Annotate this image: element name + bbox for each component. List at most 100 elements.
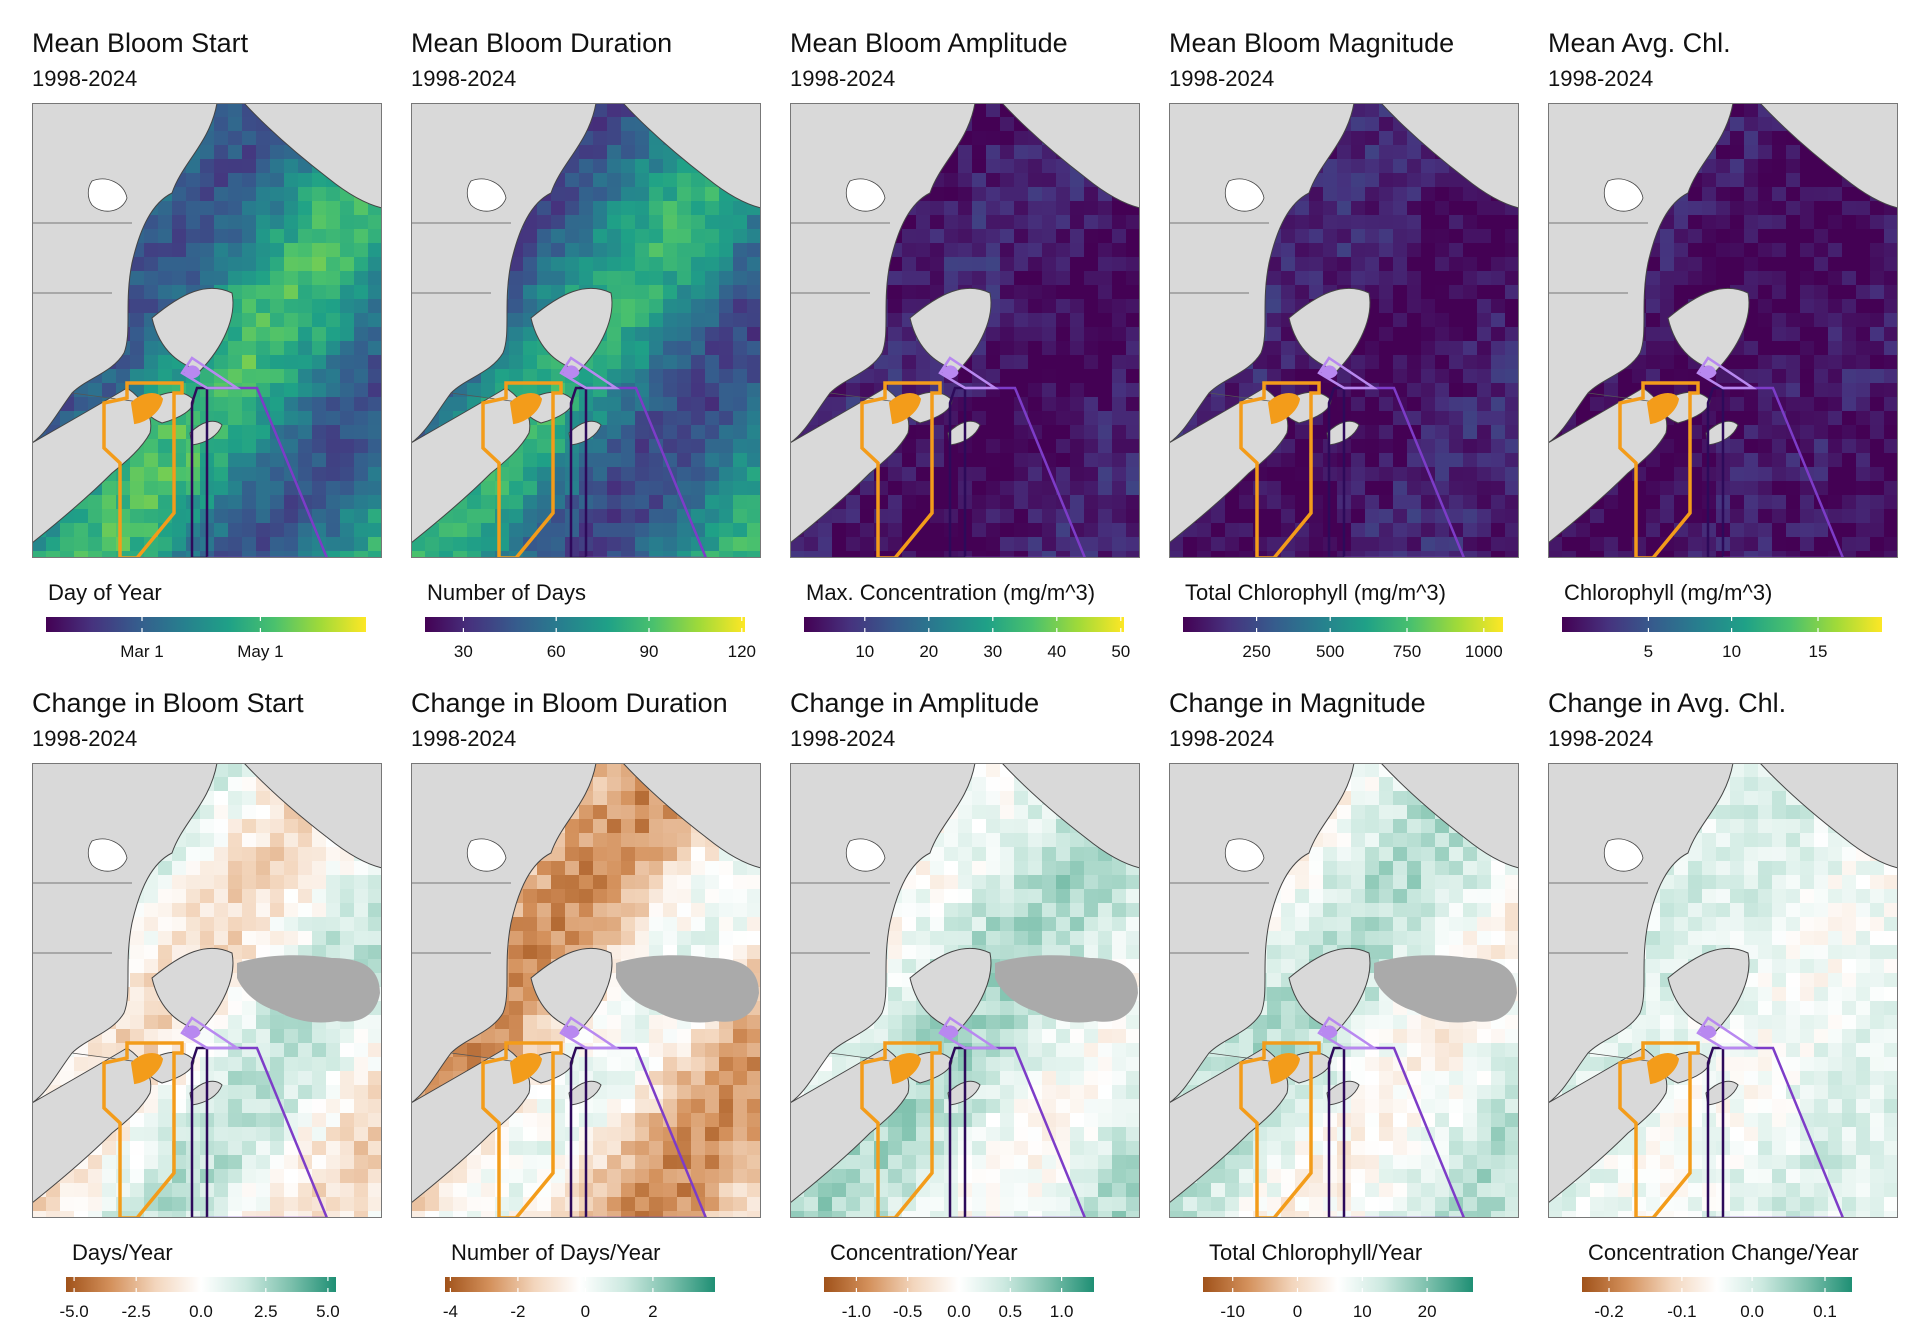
panel-subtitle: 1998-2024 xyxy=(1548,726,1654,751)
map-canvas xyxy=(32,763,382,1218)
panel-title: Change in Amplitude xyxy=(790,688,1040,718)
legend-tick-label: 0.0 xyxy=(1740,1302,1764,1321)
map-view xyxy=(1169,103,1519,558)
panel-subtitle: 1998-2024 xyxy=(411,726,517,751)
legend-tick-label: May 1 xyxy=(237,642,284,661)
legend-title: Concentration Change/Year xyxy=(1588,1240,1859,1265)
legend-tick-label: 750 xyxy=(1392,642,1422,661)
map-panel: Change in Bloom Duration 1998-2024 Number … xyxy=(411,688,791,1328)
map-view xyxy=(411,103,761,558)
legend-tick-label: 20 xyxy=(919,642,939,661)
map-view xyxy=(790,103,1140,558)
land-mask xyxy=(411,103,761,544)
map-view xyxy=(1548,763,1898,1218)
legend-tick-label: 15 xyxy=(1808,642,1828,661)
legend-tick-label: -0.2 xyxy=(1594,1302,1624,1321)
panel-title: Change in Bloom Start xyxy=(32,688,304,718)
map-canvas xyxy=(790,103,1140,558)
map-canvas xyxy=(411,103,761,558)
map-panel: Mean Bloom Magnitude 1998-2024 Total Chlor… xyxy=(1169,28,1549,668)
map-view xyxy=(411,763,761,1218)
map-canvas xyxy=(32,103,382,558)
color-legend: Days/Year -5.0 -2.5 0.0 2.5 5.0 xyxy=(32,1240,412,1330)
legend-tick-label: 1.0 xyxy=(1049,1302,1074,1321)
legend-tick-label: -2.5 xyxy=(121,1302,151,1321)
color-legend: Day of Year Mar 1 May 1 xyxy=(32,580,412,670)
legend-tick-label: 0.1 xyxy=(1813,1302,1837,1321)
legend-tick-label: 10 xyxy=(855,642,875,661)
legend-tick-label: -1.0 xyxy=(841,1302,872,1321)
land-mask xyxy=(1169,763,1519,1204)
region-outlines xyxy=(1618,1016,1845,1218)
legend-tick-label: -0.1 xyxy=(1667,1302,1697,1321)
map-view xyxy=(32,103,382,558)
legend-tick-label: Mar 1 xyxy=(120,642,164,661)
legend-tick-label: -5.0 xyxy=(59,1302,89,1321)
legend-tick-label: 60 xyxy=(546,642,566,661)
color-legend: Chlorophyll (mg/m^3) 5 10 15 xyxy=(1548,580,1920,670)
colorbar xyxy=(1183,617,1503,632)
land-mask xyxy=(32,763,382,1204)
map-panel: Change in Bloom Start 1998-2024 Days/Year -… xyxy=(32,688,412,1328)
legend-tick-label: 0 xyxy=(580,1302,591,1321)
region-outlines xyxy=(481,356,708,558)
panel-title: Mean Bloom Duration xyxy=(411,28,673,58)
legend-tick-label: 40 xyxy=(1047,642,1067,661)
legend-title: Concentration/Year xyxy=(830,1240,1018,1265)
color-legend: Total Chlorophyll/Year -10 0 10 20 xyxy=(1169,1240,1549,1330)
land-mask xyxy=(1169,103,1519,544)
region-outlines xyxy=(1239,356,1466,558)
legend-tick-label: 5 xyxy=(1643,642,1654,661)
color-legend: Max. Concentration (mg/m^3) 10 20 30 40 50 xyxy=(790,580,1170,670)
map-view xyxy=(790,763,1140,1218)
panel-title: Mean Bloom Amplitude xyxy=(790,28,1068,58)
colorbar xyxy=(66,1277,336,1292)
colorbar xyxy=(425,617,745,632)
legend-tick-label: 2 xyxy=(648,1302,658,1321)
no-data-area xyxy=(237,955,380,1023)
map-view xyxy=(1548,103,1898,558)
legend-title: Total Chlorophyll (mg/m^3) xyxy=(1185,580,1446,605)
colorbar xyxy=(1582,1277,1852,1292)
legend-tick-label: 1000 xyxy=(1464,642,1503,661)
colorbar xyxy=(1203,1277,1473,1292)
legend-title: Number of Days xyxy=(427,580,586,605)
region-outlines xyxy=(1618,356,1845,558)
legend-tick-label: 0.0 xyxy=(189,1302,213,1321)
legend-tick-label: 0 xyxy=(1292,1302,1303,1321)
map-panel: Mean Bloom Amplitude 1998-2024 Max. Concen… xyxy=(790,28,1170,668)
colorbar xyxy=(445,1277,715,1292)
panel-title: Change in Magnitude xyxy=(1169,688,1426,718)
legend-tick-label: -2 xyxy=(510,1302,526,1321)
legend-tick-label: 30 xyxy=(983,642,1003,661)
region-outlines xyxy=(481,1016,708,1218)
region-outlines xyxy=(860,356,1087,558)
land-mask xyxy=(1548,763,1898,1204)
map-panel: Change in Avg. Chl. 1998-2024 Concentratio… xyxy=(1548,688,1920,1328)
legend-tick-label: -10 xyxy=(1220,1302,1245,1321)
region-outlines xyxy=(102,356,329,558)
map-canvas xyxy=(790,763,1140,1218)
color-legend: Total Chlorophyll (mg/m^3) 250 500 750 1000 xyxy=(1169,580,1549,670)
map-canvas xyxy=(1169,103,1519,558)
legend-tick-label: 30 xyxy=(453,642,473,661)
legend-tick-label: 90 xyxy=(639,642,659,661)
region-outlines xyxy=(860,1016,1087,1218)
legend-title: Days/Year xyxy=(72,1240,173,1265)
map-canvas xyxy=(1169,763,1519,1218)
no-data-area xyxy=(616,955,759,1023)
panel-title: Mean Avg. Chl. xyxy=(1548,28,1731,58)
land-mask xyxy=(1548,103,1898,544)
legend-tick-label: 0.5 xyxy=(998,1302,1023,1321)
panel-subtitle: 1998-2024 xyxy=(1548,66,1654,91)
colorbar xyxy=(46,617,366,632)
panel-subtitle: 1998-2024 xyxy=(1169,726,1275,751)
legend-title: Number of Days/Year xyxy=(451,1240,661,1265)
panel-title: Mean Bloom Magnitude xyxy=(1169,28,1455,58)
legend-tick-label: 120 xyxy=(727,642,756,661)
legend-tick-label: 5.0 xyxy=(316,1302,340,1321)
region-outlines xyxy=(102,1016,329,1218)
color-legend: Number of Days 30 60 90 120 xyxy=(411,580,791,670)
colorbar xyxy=(824,1277,1094,1292)
